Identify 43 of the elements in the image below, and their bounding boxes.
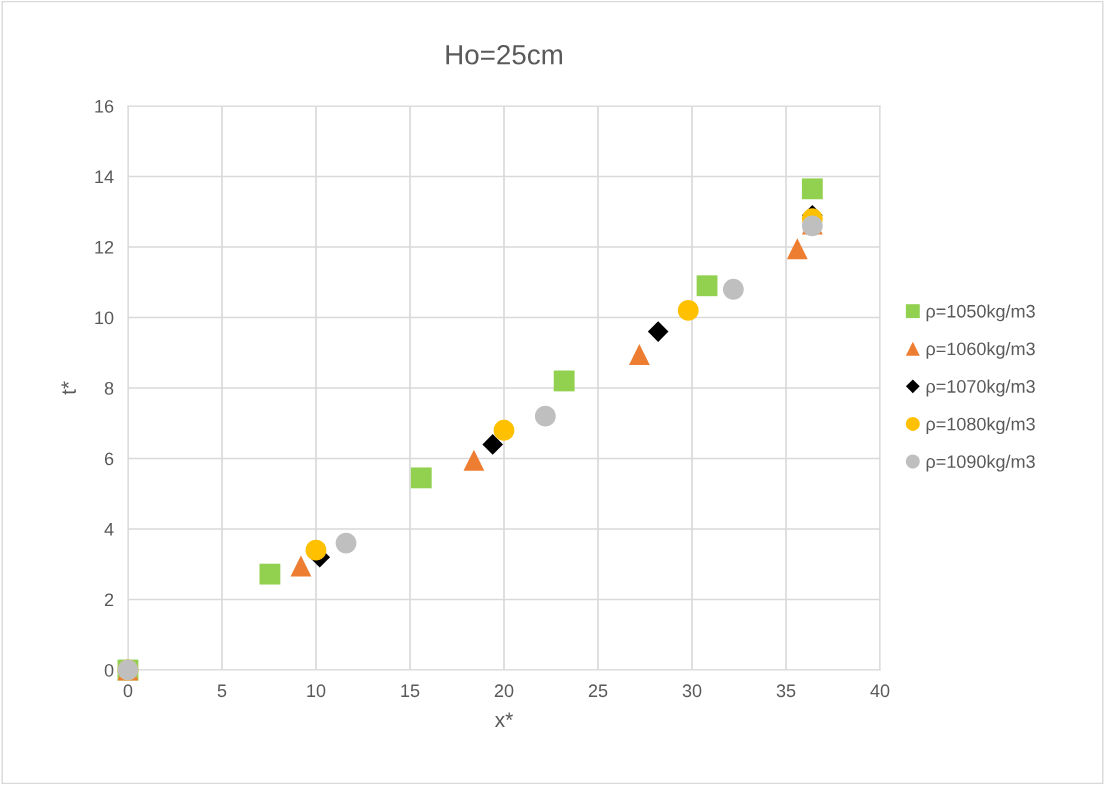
point xyxy=(786,238,808,260)
y-axis-title: t* xyxy=(61,381,76,395)
y-tick-label: 4 xyxy=(104,523,114,536)
x-tick-label: 35 xyxy=(776,684,796,698)
point xyxy=(647,321,669,342)
x-axis-title: x* xyxy=(494,712,513,727)
y-tick-label: 10 xyxy=(95,311,114,325)
x-tick-label: 40 xyxy=(870,684,890,698)
y-tick-label: 6 xyxy=(104,452,114,466)
point xyxy=(463,449,485,471)
point xyxy=(801,178,823,200)
x-tick-label: 15 xyxy=(401,684,420,698)
y-tick-label: 0 xyxy=(104,663,114,677)
x-tick-label: 0 xyxy=(123,684,133,698)
point xyxy=(722,278,744,300)
point xyxy=(677,300,699,321)
y-tick-label: 12 xyxy=(95,240,114,254)
point xyxy=(482,434,504,455)
x-tick-label: 20 xyxy=(494,684,514,698)
point xyxy=(553,370,575,392)
legend-label: ρ=1050kg/m3 xyxy=(926,304,1035,322)
y-tick-label: 16 xyxy=(95,99,114,113)
legend-label: ρ=1080kg/m3 xyxy=(926,417,1035,434)
x-tick-label: 5 xyxy=(217,684,227,698)
y-tick-label: 8 xyxy=(104,381,114,395)
point xyxy=(305,539,327,561)
point xyxy=(290,555,312,577)
point xyxy=(259,563,281,585)
x-tick-label: 25 xyxy=(588,684,608,698)
x-tick-label: 10 xyxy=(307,684,326,698)
legend-label: ρ=1060kg/m3 xyxy=(926,341,1035,359)
point xyxy=(696,275,718,297)
point xyxy=(335,532,357,554)
legend-label: ρ=1090kg/m3 xyxy=(926,454,1035,472)
point xyxy=(410,467,432,489)
point xyxy=(534,405,556,427)
y-tick-label: 14 xyxy=(95,170,114,184)
x-tick-label: 30 xyxy=(682,684,702,698)
chart-title: Ho=25cm xyxy=(446,44,562,65)
y-tick-label: 2 xyxy=(104,593,114,607)
legend-label: ρ=1070kg/m3 xyxy=(926,379,1035,397)
point xyxy=(628,344,650,365)
point xyxy=(493,419,515,441)
